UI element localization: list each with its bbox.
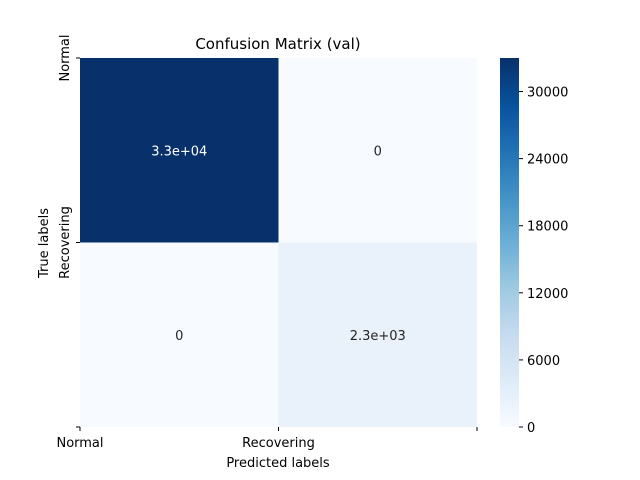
heatmap-cell — [278, 242, 477, 427]
x-axis-label: Predicted labels — [226, 456, 330, 471]
cell-annotation: 0 — [374, 144, 382, 159]
colorbar-tick-label: 12000 — [527, 287, 568, 302]
heatmap-cells: 3.3e+04 0 0 2.3e+03 — [80, 58, 477, 427]
colorbar — [500, 58, 519, 427]
y-tick-label: Normal — [58, 34, 73, 81]
heatmap-cell — [278, 58, 477, 243]
colorbar-tick-label: 18000 — [527, 220, 568, 235]
y-axis-label: True labels — [37, 208, 52, 279]
colorbar-tick-label: 0 — [527, 421, 535, 436]
chart-title: Confusion Matrix (val) — [195, 35, 360, 53]
cell-annotation: 3.3e+04 — [151, 144, 207, 159]
colorbar-tick-label: 24000 — [527, 153, 568, 168]
y-axis: Normal Recovering — [58, 34, 80, 428]
x-tick-label: Recovering — [242, 436, 315, 451]
x-tick-label: Normal — [56, 436, 103, 451]
colorbar-tick-label: 6000 — [527, 354, 560, 369]
colorbar-ticks: 0 6000 12000 18000 24000 30000 — [519, 86, 568, 436]
cell-annotation: 2.3e+03 — [350, 329, 406, 344]
heatmap-cell — [80, 58, 279, 243]
y-tick-label: Recovering — [58, 206, 73, 279]
x-axis: Normal Recovering — [56, 427, 478, 451]
colorbar-tick-label: 30000 — [527, 86, 568, 101]
heatmap-cell — [80, 242, 279, 427]
cell-annotation: 0 — [175, 329, 183, 344]
